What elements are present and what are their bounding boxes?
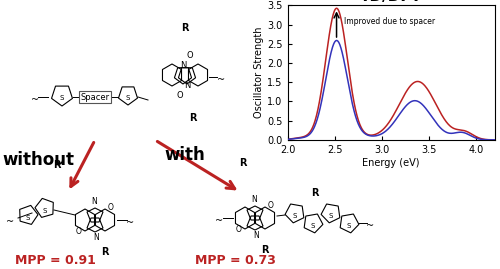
- Text: R: R: [189, 113, 197, 123]
- Text: ~: ~: [6, 217, 14, 227]
- Text: without: without: [2, 151, 74, 169]
- Text: R: R: [181, 23, 189, 33]
- Text: ~: ~: [366, 221, 374, 231]
- Text: S: S: [329, 213, 333, 219]
- Text: S: S: [347, 223, 351, 229]
- Text: Spacer: Spacer: [80, 93, 110, 101]
- Text: S: S: [26, 215, 30, 221]
- Text: N: N: [91, 197, 97, 207]
- Text: R: R: [261, 245, 269, 255]
- X-axis label: Energy (eV): Energy (eV): [362, 158, 420, 168]
- Text: N: N: [251, 196, 257, 204]
- Text: O: O: [268, 201, 274, 211]
- Text: O: O: [186, 51, 194, 59]
- Text: R: R: [53, 160, 61, 170]
- Text: N: N: [93, 233, 99, 242]
- Text: O: O: [108, 204, 114, 213]
- Text: N: N: [253, 232, 259, 240]
- Text: S: S: [293, 213, 297, 219]
- Text: R: R: [311, 188, 319, 198]
- Text: ~: ~: [217, 75, 225, 85]
- Text: ~: ~: [126, 218, 134, 228]
- Text: R: R: [101, 247, 109, 257]
- Text: S: S: [311, 223, 315, 229]
- Text: ~: ~: [215, 216, 223, 226]
- Text: MPP = 0.73: MPP = 0.73: [194, 253, 276, 267]
- Text: S: S: [43, 208, 47, 214]
- Title: TD/DFT: TD/DFT: [360, 0, 422, 4]
- Y-axis label: Oscillator Strength: Oscillator Strength: [254, 27, 264, 118]
- Text: ~: ~: [31, 95, 39, 105]
- Text: O: O: [76, 228, 82, 236]
- Text: O: O: [236, 225, 242, 235]
- Text: Improved due to spacer: Improved due to spacer: [344, 17, 435, 26]
- Text: S: S: [60, 95, 64, 101]
- Text: MPP = 0.91: MPP = 0.91: [14, 253, 96, 267]
- Text: N: N: [184, 80, 190, 90]
- Text: N: N: [180, 61, 186, 69]
- Text: S: S: [126, 95, 130, 101]
- Text: with: with: [164, 146, 205, 164]
- Text: R: R: [240, 158, 247, 168]
- Text: O: O: [176, 90, 184, 100]
